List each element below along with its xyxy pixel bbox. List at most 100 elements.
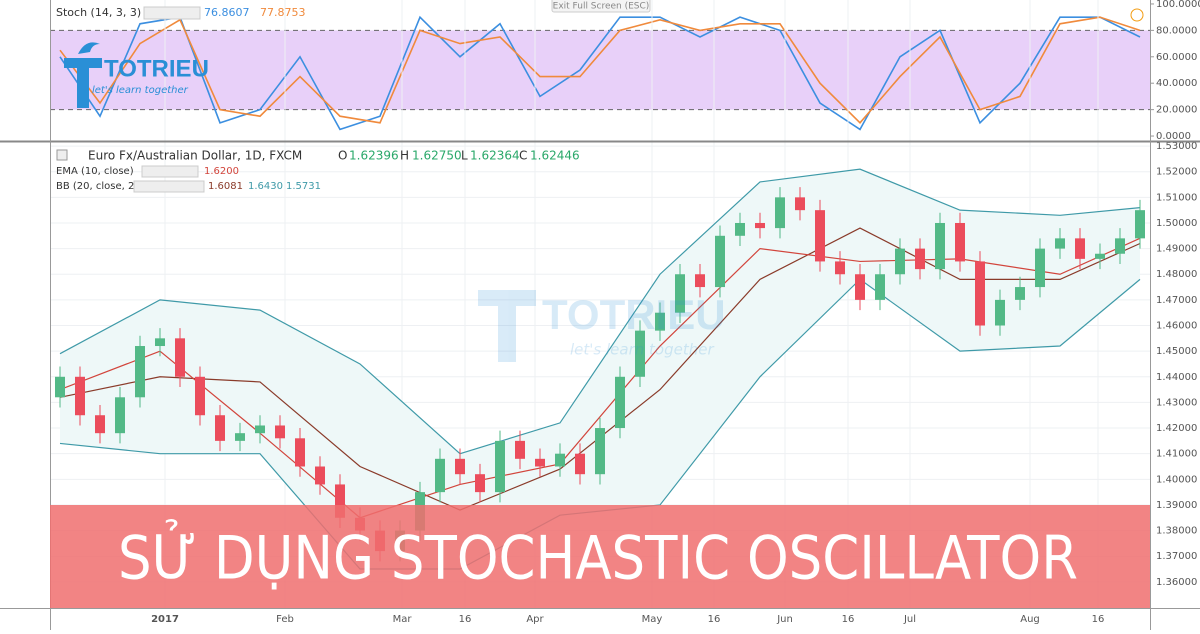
candle-body	[455, 458, 465, 475]
y-tick-label: 1.45000	[1156, 346, 1197, 357]
candle-body	[935, 222, 945, 270]
legend-buttons[interactable]	[141, 165, 199, 178]
y-tick-label: 0.0000	[1156, 131, 1191, 142]
bb-low-value: 1.5731	[286, 181, 321, 192]
x-tick-label: Aug	[1020, 614, 1040, 625]
y-tick-label: 1.37000	[1156, 551, 1197, 562]
y-tick-label: 1.46000	[1156, 321, 1197, 332]
candle-body	[1075, 238, 1085, 259]
candle-body	[975, 261, 985, 326]
y-tick-label: 1.42000	[1156, 423, 1197, 434]
watermark-text: TOTRIEU	[542, 291, 726, 338]
exit-button[interactable]	[551, 0, 651, 13]
low-value: 1.62364	[470, 149, 520, 163]
candle-body	[95, 415, 105, 434]
candle-body	[835, 261, 845, 275]
candle-body	[1095, 253, 1105, 259]
logo: TOTRIEU let's learn together	[64, 42, 209, 108]
collapse-button[interactable]	[56, 149, 68, 161]
ema-value: 1.6200	[204, 166, 239, 177]
candle-body	[755, 222, 765, 229]
alert-icon[interactable]	[1130, 8, 1144, 22]
watermark: TOTRIEU let's learn together	[478, 290, 726, 362]
x-tick-label: Mar	[393, 614, 413, 625]
x-tick-label: Jun	[776, 614, 793, 625]
candle-body	[575, 453, 585, 475]
x-tick-label: Apr	[526, 614, 544, 625]
watermark-mark	[478, 290, 536, 362]
bb-mid-value: 1.6081	[208, 181, 243, 192]
candle-body	[695, 274, 705, 288]
legend-buttons[interactable]	[133, 180, 205, 193]
candle-body	[475, 474, 485, 493]
close-label: C	[519, 149, 527, 163]
y-tick-label: 1.44000	[1156, 372, 1197, 383]
candle-body	[135, 346, 145, 398]
candle-body	[675, 274, 685, 313]
y-tick-label: 100.0000	[1156, 0, 1200, 10]
stoch-name: Stoch (14, 3, 3)	[56, 6, 141, 19]
indicator-line	[59, 168, 1141, 455]
candle-body	[275, 425, 285, 439]
high-label: H	[400, 149, 409, 163]
candle-body	[515, 440, 525, 459]
stoch-d-value: 77.8753	[260, 6, 306, 19]
bb-fill	[60, 169, 1140, 570]
candle-body	[1055, 238, 1065, 249]
banner-title: SỬ DỤNG STOCHASTIC OSCILLATOR	[118, 519, 1078, 594]
candle-body	[55, 376, 65, 398]
low-label: L	[461, 149, 468, 163]
candle-body	[1135, 210, 1145, 239]
candle-body	[715, 235, 725, 288]
candle-body	[295, 438, 305, 467]
y-tick-label: 1.38000	[1156, 526, 1197, 537]
ema-name: EMA (10, close)	[56, 166, 134, 177]
bb-up-value: 1.6430	[248, 181, 283, 192]
stoch-line	[59, 16, 1141, 125]
candle-body	[875, 274, 885, 300]
candle-body	[595, 428, 605, 475]
candle-body	[195, 376, 205, 416]
logo-text: TOTRIEU	[104, 55, 209, 82]
candle-body	[315, 466, 325, 485]
y-tick-label: 1.49000	[1156, 244, 1197, 255]
y-tick-label: 40.0000	[1156, 78, 1197, 89]
candle-body	[555, 453, 565, 467]
exit-label[interactable]: Exit Full Screen (ESC)	[553, 2, 650, 12]
candle-body	[255, 425, 265, 434]
legend-buttons[interactable]	[143, 6, 201, 20]
close-value: 1.62446	[530, 149, 580, 163]
logo-mark	[64, 58, 102, 108]
logo-slogan: let's learn together	[92, 85, 189, 96]
candle-body	[495, 440, 505, 493]
plot-layer: 0.0000 20.0000 40.0000 60.0000 80.0000 100.00…	[50, 0, 1200, 625]
x-tick-label: 16	[459, 614, 472, 625]
high-value: 1.62750	[412, 149, 462, 163]
candle-body	[1035, 248, 1045, 288]
y-tick-label: 80.0000	[1156, 25, 1197, 36]
y-tick-label: 60.0000	[1156, 52, 1197, 63]
candle-body	[735, 222, 745, 236]
stoch-k-value: 76.8607	[204, 6, 250, 19]
candle-body	[895, 248, 905, 275]
x-tick-label: 16	[1092, 614, 1105, 625]
candle-body	[235, 433, 245, 441]
y-tick-label: 1.39000	[1156, 500, 1197, 511]
indicator-line	[59, 237, 1141, 519]
candle-body	[815, 210, 825, 262]
y-tick-label: 1.40000	[1156, 474, 1197, 485]
y-tick-label: 1.48000	[1156, 269, 1197, 280]
candle-body	[995, 299, 1005, 326]
y-tick-label: 1.53000	[1156, 141, 1197, 152]
candle-body	[1115, 238, 1125, 254]
bb-name: BB (20, close, 2)	[56, 181, 138, 192]
open-value: 1.62396	[349, 149, 399, 163]
x-tick-label: Jul	[903, 614, 916, 625]
candle-body	[775, 197, 785, 229]
stoch-line	[59, 15, 1141, 131]
symbol-name: Euro Fx/Australian Dollar, 1D, FXCM	[88, 149, 302, 163]
y-tick-label: 1.52000	[1156, 167, 1197, 178]
y-tick-label: 1.43000	[1156, 397, 1197, 408]
y-tick-label: 1.41000	[1156, 449, 1197, 460]
y-tick-label: 1.36000	[1156, 577, 1197, 588]
